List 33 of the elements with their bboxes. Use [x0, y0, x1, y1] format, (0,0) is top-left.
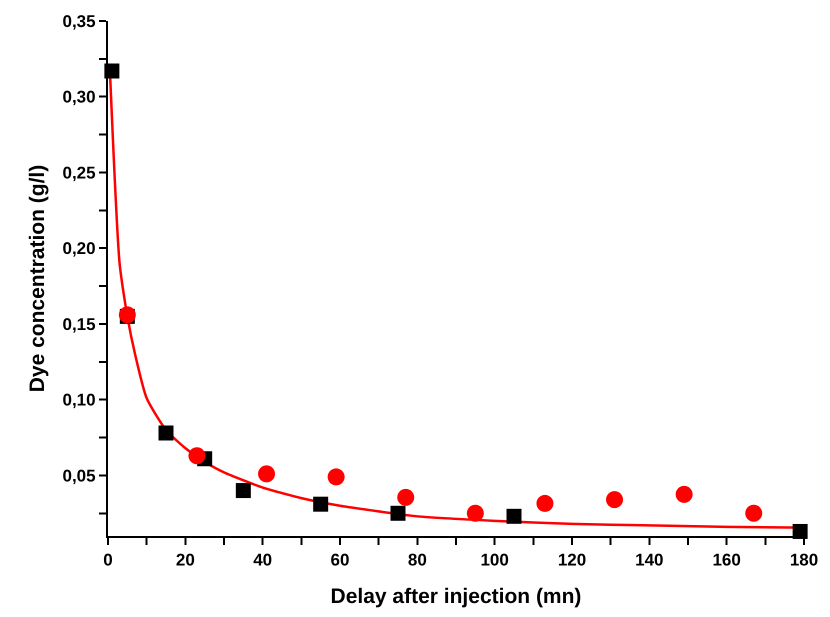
y-tick-label: 0,35 [62, 12, 96, 31]
x-tick-label: 160 [712, 550, 741, 570]
point [258, 465, 276, 482]
x-tick-label: 0 [103, 550, 113, 570]
x-tick-label: 40 [253, 550, 272, 570]
x-tick-label: 80 [408, 550, 427, 570]
y-tick-label: 0,30 [62, 88, 96, 107]
y-tick-label: 0,10 [62, 390, 96, 410]
y-tick-label: 0,05 [62, 466, 96, 486]
y-tick-label: 0,20 [62, 239, 96, 258]
point [328, 468, 345, 486]
x-tick-label: 100 [480, 550, 509, 570]
x-tick-label: 60 [330, 550, 350, 570]
point [606, 491, 624, 508]
point [745, 504, 762, 522]
y-axis-title: Dye concentration (g/l) [26, 164, 50, 392]
point [188, 447, 206, 464]
point [536, 494, 554, 512]
point [506, 508, 522, 524]
x-tick-label: 20 [176, 550, 195, 570]
point [390, 506, 406, 521]
x-tick-label: 180 [790, 550, 818, 570]
x-tick-label: 120 [558, 550, 586, 570]
point [158, 426, 174, 440]
x-tick-label: 140 [635, 550, 664, 570]
y-tick-label: 0,15 [62, 314, 96, 334]
point [397, 488, 414, 506]
point [313, 496, 328, 512]
y-tick-label: 0,25 [62, 163, 96, 182]
x-axis-title: Delay after injection (mn) [330, 585, 582, 608]
point [236, 483, 251, 498]
point [466, 504, 484, 522]
point [676, 486, 693, 503]
